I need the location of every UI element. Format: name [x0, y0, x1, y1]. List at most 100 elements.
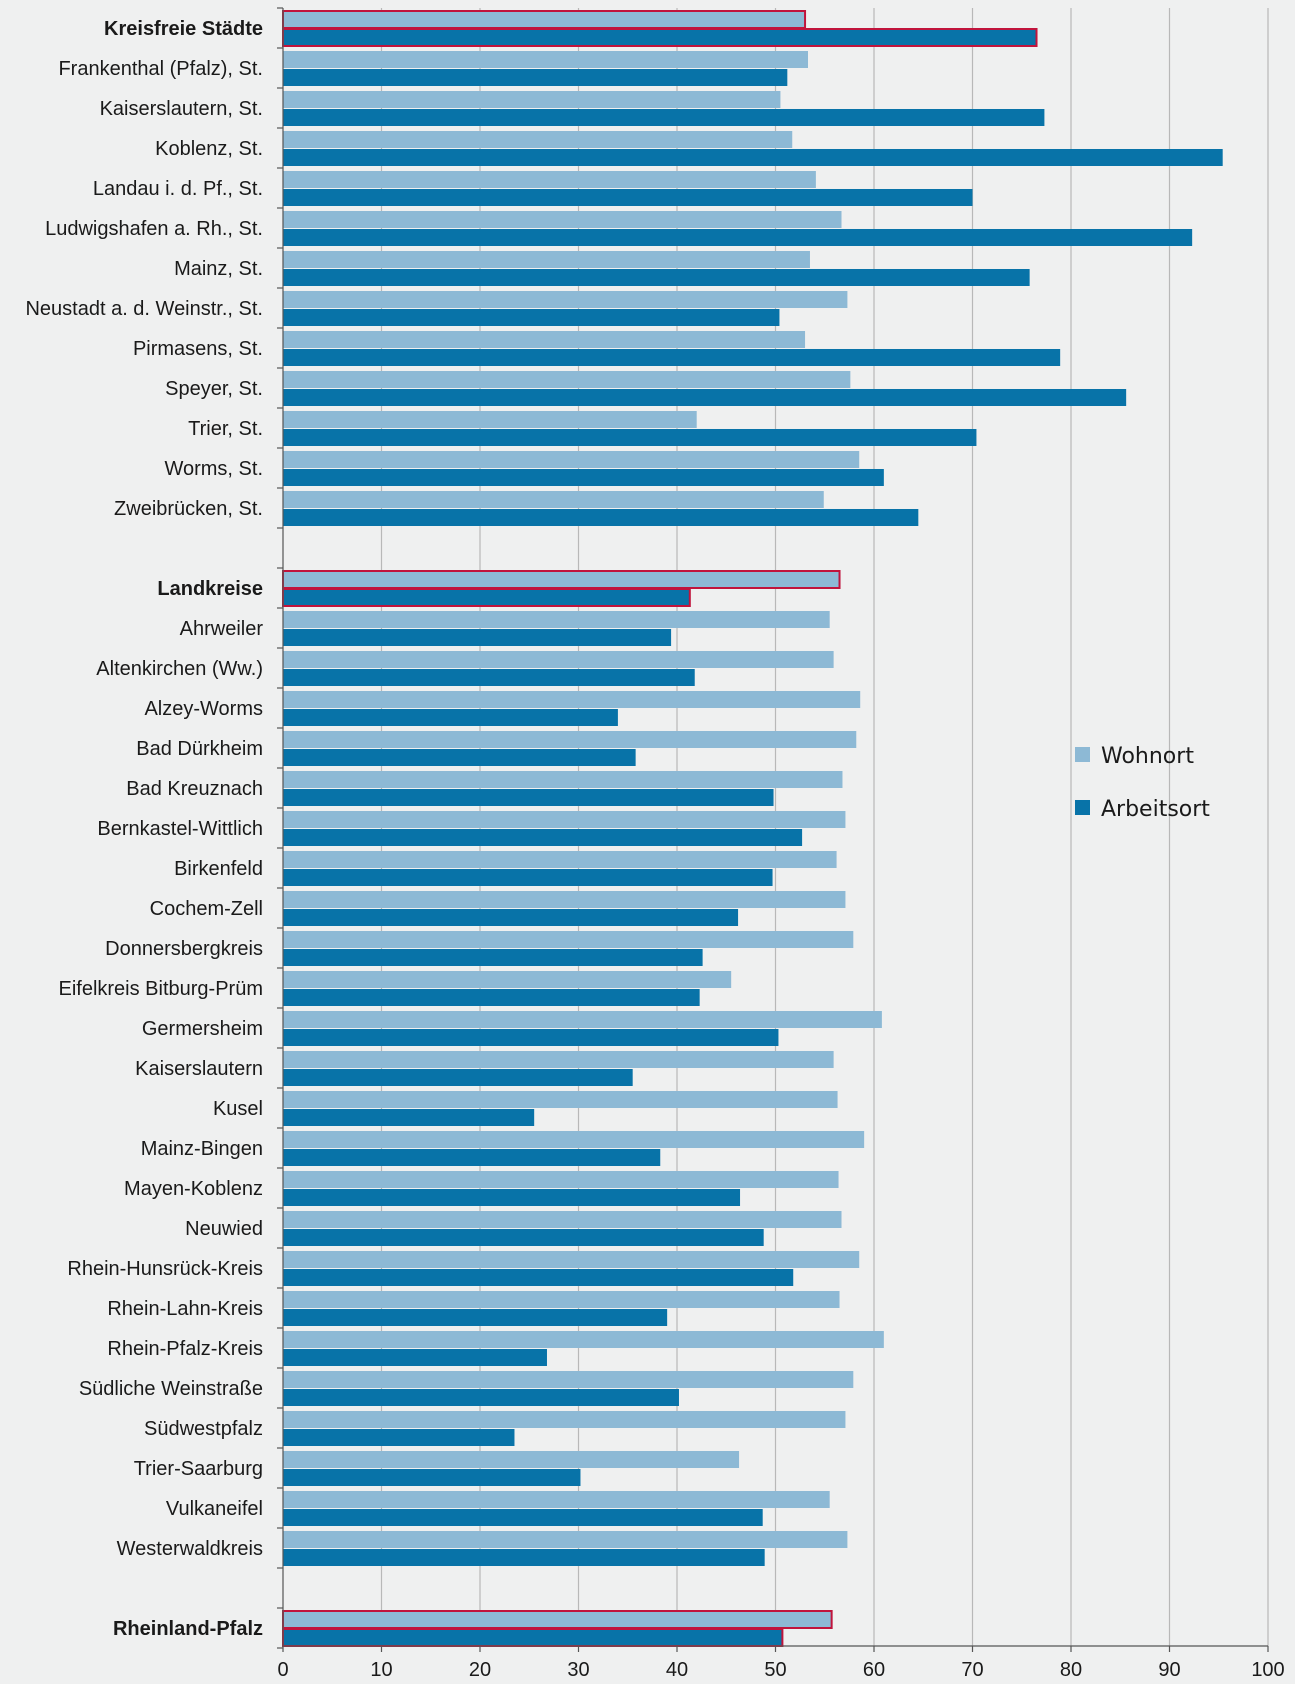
legend-label-arbeitsort: Arbeitsort: [1101, 797, 1210, 822]
bar-wohnort: [283, 1491, 830, 1508]
legend-swatch-arbeitsort: [1075, 800, 1090, 815]
bar-wohnort: [283, 1091, 838, 1108]
bar-wohnort: [283, 1291, 840, 1308]
category-label: Kaiserslautern: [135, 1058, 263, 1080]
bar-arbeitsort: [283, 909, 739, 926]
category-labels: Kreisfreie Städte Frankenthal (Pfalz), St…: [25, 18, 263, 1640]
bar-arbeitsort: [283, 1189, 741, 1206]
bar-wohnort: [283, 1251, 860, 1268]
bar-wohnort: [283, 491, 824, 508]
category-label: Pirmasens, St.: [133, 338, 263, 360]
category-label: Landkreise: [157, 578, 263, 600]
bar-arbeitsort: [283, 1269, 794, 1286]
category-label: Trier, St.: [188, 418, 263, 440]
category-label: Mainz, St.: [174, 258, 263, 280]
bar-arbeitsort: [283, 189, 973, 206]
category-label: Speyer, St.: [165, 378, 263, 400]
category-label: Altenkirchen (Ww.): [96, 658, 263, 680]
bar-wohnort: [283, 731, 857, 748]
bar-arbeitsort: [283, 829, 803, 846]
bar-arbeitsort: [283, 1109, 535, 1126]
bar-arbeitsort: [283, 389, 1127, 406]
category-label: Vulkaneifel: [166, 1498, 263, 1520]
category-label: Kaiserslautern, St.: [100, 98, 263, 120]
bar-arbeitsort: [283, 109, 1045, 126]
category-label: Bad Kreuznach: [126, 778, 263, 800]
category-label: Rhein-Hunsrück-Kreis: [67, 1258, 263, 1280]
axes: 0 10 20 30 40 50 60 70 80 90 100: [277, 7, 1285, 1681]
bar-arbeitsort: [283, 1309, 668, 1326]
bar-arbeitsort: [282, 588, 691, 607]
category-label: Cochem-Zell: [150, 898, 263, 920]
bar-wohnort: [283, 51, 809, 68]
category-label: Südwestpfalz: [144, 1418, 263, 1440]
category-label: Eifelkreis Bitburg-Prüm: [58, 978, 263, 1000]
bar-wohnort: [283, 611, 830, 628]
bar-arbeitsort: [283, 869, 773, 886]
bar-wohnort: [283, 1331, 884, 1348]
bar-wohnort: [283, 851, 837, 868]
category-label: Ludwigshafen a. Rh., St.: [45, 218, 263, 240]
x-tick-label: 50: [764, 1659, 786, 1681]
bar-arbeitsort: [283, 1029, 779, 1046]
category-label: Neuwied: [185, 1218, 263, 1240]
bar-arbeitsort: [283, 349, 1061, 366]
bar-wohnort: [282, 1610, 833, 1629]
bar-wohnort: [283, 1371, 854, 1388]
category-label: Rheinland-Pfalz: [113, 1618, 263, 1640]
x-tick-label: 60: [863, 1659, 885, 1681]
category-label: Kusel: [213, 1098, 263, 1120]
bar-arbeitsort: [283, 989, 700, 1006]
bar-wohnort: [283, 451, 860, 468]
bar-arbeitsort: [283, 1229, 764, 1246]
category-label: Westerwaldkreis: [117, 1538, 263, 1560]
category-label: Südliche Weinstraße: [79, 1378, 263, 1400]
bar-arbeitsort: [283, 669, 695, 686]
bar-wohnort: [283, 1131, 865, 1148]
category-label: Bad Dürkheim: [136, 738, 263, 760]
bar-wohnort: [283, 1531, 848, 1548]
bar-wohnort: [283, 331, 806, 348]
category-label: Donnersbergkreis: [105, 938, 263, 960]
category-label: Mayen-Koblenz: [124, 1178, 263, 1200]
bar-wohnort: [283, 411, 697, 428]
x-tick-label: 70: [961, 1659, 983, 1681]
category-label: Germersheim: [142, 1018, 263, 1040]
category-label: Koblenz, St.: [155, 138, 263, 160]
bar-wohnort: [283, 771, 843, 788]
bar-wohnort: [283, 291, 848, 308]
bar-arbeitsort: [283, 949, 703, 966]
bar-wohnort: [283, 91, 781, 108]
category-label: Rhein-Pfalz-Kreis: [107, 1338, 263, 1360]
bar-arbeitsort: [283, 1389, 679, 1406]
bars: [282, 10, 1223, 1647]
bar-arbeitsort: [283, 629, 672, 646]
bar-wohnort: [283, 1211, 842, 1228]
bar-arbeitsort: [283, 1549, 765, 1566]
bar-wohnort: [283, 811, 846, 828]
category-label: Trier-Saarburg: [134, 1458, 263, 1480]
bar-arbeitsort: [283, 1349, 547, 1366]
x-tick-label: 90: [1158, 1659, 1180, 1681]
legend-label-wohnort: Wohnort: [1101, 744, 1194, 769]
bar-arbeitsort: [283, 1509, 763, 1526]
x-tick-label: 30: [567, 1659, 589, 1681]
bar-arbeitsort: [283, 229, 1193, 246]
category-label: Rhein-Lahn-Kreis: [107, 1298, 263, 1320]
category-label: Zweibrücken, St.: [114, 498, 263, 520]
bar-arbeitsort: [283, 709, 618, 726]
category-label: Birkenfeld: [174, 858, 263, 880]
category-label: Frankenthal (Pfalz), St.: [58, 58, 263, 80]
bar-wohnort: [283, 971, 732, 988]
legend-swatch-wohnort: [1075, 747, 1090, 762]
bar-arbeitsort: [283, 269, 1030, 286]
category-label: Bernkastel-Wittlich: [97, 818, 263, 840]
bar-wohnort: [283, 1011, 882, 1028]
x-tick-label: 80: [1060, 1659, 1082, 1681]
bar-wohnort: [282, 10, 807, 29]
bar-wohnort: [283, 1171, 839, 1188]
bar-arbeitsort: [282, 28, 1038, 47]
bar-arbeitsort: [283, 1069, 633, 1086]
bar-wohnort: [283, 251, 810, 268]
bar-wohnort: [283, 1451, 740, 1468]
